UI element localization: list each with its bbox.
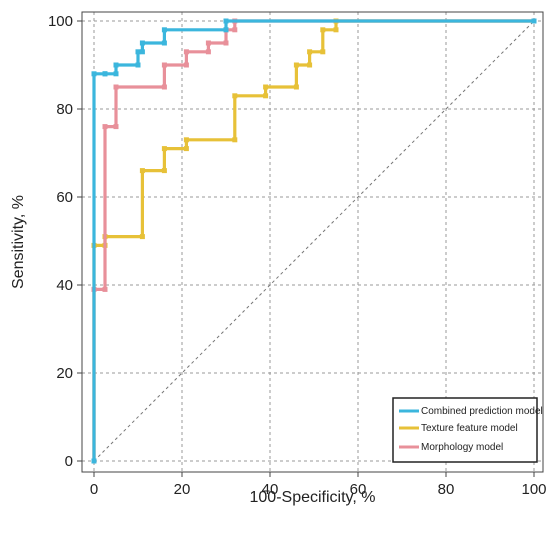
y-tick-label: 60 bbox=[56, 189, 73, 206]
series-point-texture-feature-model bbox=[183, 146, 189, 152]
axis-ticks: 0 20 40 60 80 100 0 20 40 60 80 100 bbox=[48, 13, 547, 498]
series-point-texture-feature-model bbox=[161, 168, 167, 174]
series-point-texture-feature-model bbox=[139, 168, 145, 174]
series-point-combined-prediction-model bbox=[161, 40, 167, 46]
series-point-combined-prediction-model bbox=[161, 27, 167, 33]
legend-box bbox=[392, 397, 538, 463]
x-tick-label: 0 bbox=[90, 481, 98, 498]
series-point-texture-feature-model bbox=[320, 27, 326, 33]
series-point-combined-prediction-model bbox=[91, 458, 97, 464]
y-tick-label: 20 bbox=[56, 365, 73, 382]
series-point-combined-prediction-model bbox=[139, 49, 145, 55]
x-tick-label: 40 bbox=[262, 481, 279, 498]
series-point-combined-prediction-model bbox=[531, 18, 537, 24]
legend: Combined prediction model Texture feature… bbox=[392, 397, 543, 463]
plot-frame bbox=[81, 11, 544, 473]
y-tick-label: 0 bbox=[65, 453, 73, 470]
series-point-texture-feature-model bbox=[263, 93, 269, 99]
x-tick-label: 20 bbox=[174, 481, 191, 498]
series-point-combined-prediction-model bbox=[102, 71, 108, 77]
series-point-morphology-model bbox=[113, 84, 119, 90]
x-axis-title: 100-Specificity, % bbox=[250, 489, 376, 506]
series-point-morphology-model bbox=[113, 124, 119, 130]
series-point-texture-feature-model bbox=[293, 84, 299, 90]
series-point-combined-prediction-model bbox=[113, 62, 119, 68]
series-point-morphology-model bbox=[223, 40, 229, 46]
series-point-texture-feature-model bbox=[320, 49, 326, 55]
series-point-combined-prediction-model bbox=[223, 27, 229, 33]
series-point-combined-prediction-model bbox=[139, 40, 145, 46]
y-axis-title: Sensitivity, % bbox=[10, 195, 27, 289]
series-point-texture-feature-model bbox=[263, 84, 269, 90]
series-point-combined-prediction-model bbox=[91, 71, 97, 77]
series-point-combined-prediction-model bbox=[135, 62, 141, 68]
series-point-morphology-model bbox=[232, 27, 238, 33]
series-point-texture-feature-model bbox=[139, 234, 145, 240]
series-point-morphology-model bbox=[205, 40, 211, 46]
series-lines bbox=[91, 18, 537, 464]
legend-label: Morphology model bbox=[421, 442, 503, 453]
series-point-texture-feature-model bbox=[307, 62, 313, 68]
reference-diagonal-line bbox=[93, 20, 535, 462]
series-point-morphology-model bbox=[161, 62, 167, 68]
x-tick-label: 80 bbox=[438, 481, 455, 498]
series-point-texture-feature-model bbox=[293, 62, 299, 68]
reference-diagonal bbox=[93, 20, 535, 462]
series-point-combined-prediction-model bbox=[113, 71, 119, 77]
series-point-morphology-model bbox=[102, 286, 108, 292]
series-point-texture-feature-model bbox=[307, 49, 313, 55]
series-point-texture-feature-model bbox=[333, 27, 339, 33]
series-point-morphology-model bbox=[205, 49, 211, 55]
y-tick-label: 100 bbox=[48, 13, 73, 30]
x-tick-label: 100 bbox=[521, 481, 546, 498]
series-point-combined-prediction-model bbox=[223, 18, 229, 24]
series-point-texture-feature-model bbox=[232, 137, 238, 143]
series-point-texture-feature-model bbox=[232, 93, 238, 99]
series-point-morphology-model bbox=[102, 124, 108, 130]
legend-label: Combined prediction model bbox=[421, 406, 543, 417]
x-tick-label: 60 bbox=[350, 481, 367, 498]
series-point-morphology-model bbox=[161, 84, 167, 90]
y-tick-label: 80 bbox=[56, 101, 73, 118]
series-point-combined-prediction-model bbox=[135, 49, 141, 55]
legend-label: Texture feature model bbox=[421, 423, 518, 434]
series-point-texture-feature-model bbox=[183, 137, 189, 143]
series-point-morphology-model bbox=[183, 49, 189, 55]
series-point-morphology-model bbox=[183, 62, 189, 68]
y-tick-label: 40 bbox=[56, 277, 73, 294]
series-point-texture-feature-model bbox=[161, 146, 167, 152]
